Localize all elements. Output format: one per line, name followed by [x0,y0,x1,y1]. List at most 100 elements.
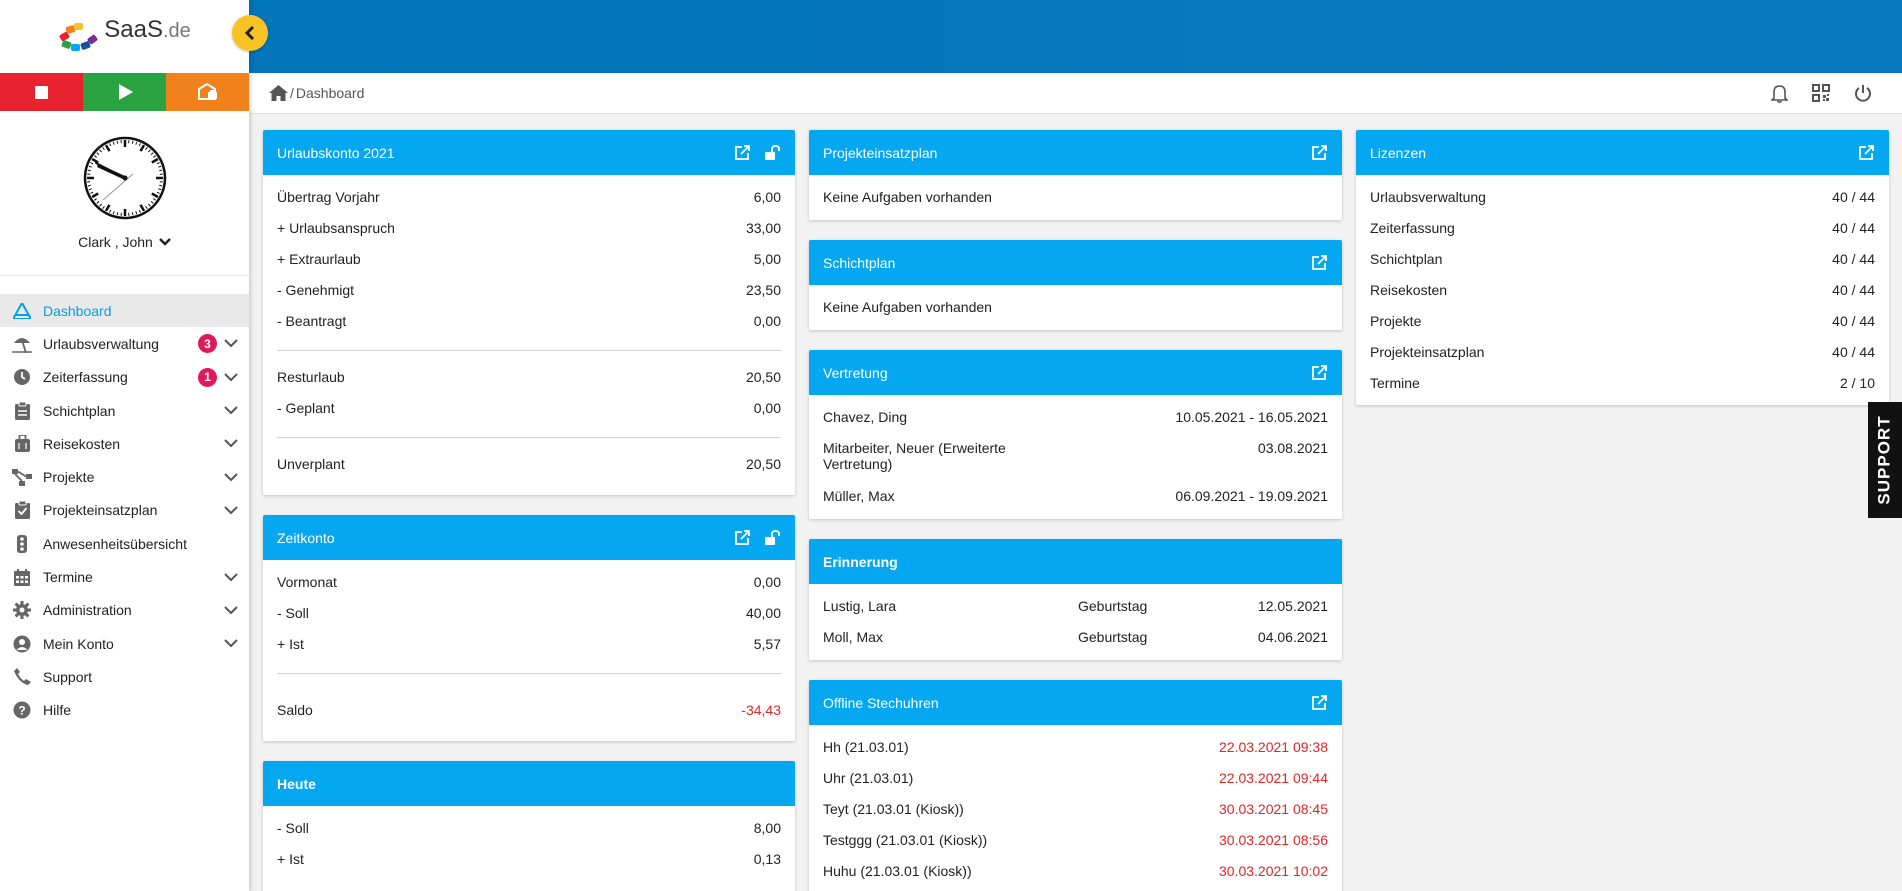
chevron-down-icon[interactable] [223,336,239,352]
card-header: Schichtplan [809,240,1342,285]
sidebar-item-label: Anwesenheitsübersicht [43,535,187,552]
balance-row: - Beantragt 0,00 [277,313,781,329]
chevron-down-icon[interactable] [223,403,239,419]
external-link-icon[interactable] [1310,144,1328,162]
card-header: Projekteinsatzplan [809,130,1342,175]
divider [277,437,781,438]
sidebar-item-label: Termine [43,569,93,586]
bell-icon [1770,84,1788,103]
logout-button[interactable] [1852,82,1874,104]
external-link-icon[interactable] [1857,144,1875,162]
chevron-down-icon[interactable] [223,502,239,518]
chevron-down-icon[interactable] [223,369,239,385]
card-body: - Soll 8,00 + Ist 0,13 [263,806,795,882]
list-item: Zeiterfassung 40 / 44 [1370,220,1875,236]
empty-state-text: Keine Aufgaben vorhanden [823,189,992,205]
card-body: Chavez, Ding 10.05.2021 - 16.05.2021 Mita… [809,395,1342,519]
external-link-icon[interactable] [1310,364,1328,382]
sidebar-item-administration[interactable]: Administration [0,594,249,627]
card-title: Offline Stechuhren [823,694,939,711]
breadcrumb-separator: / [290,85,294,101]
help-icon: ? [12,700,32,720]
divider [277,673,781,674]
balance-row: - Genehmigt 23,50 [277,282,781,298]
chevron-down-icon[interactable] [223,436,239,452]
notification-badge: 1 [198,367,217,387]
play-button[interactable] [83,73,166,111]
sidebar-item-schichtplan[interactable]: Schichtplan [0,394,249,427]
sidebar-item-label: Urlaubsverwaltung [43,335,159,352]
card-body: Vormonat 0,00 - Soll 40,00 + Ist 5,57 Saldo… [263,560,795,733]
clock-area: Clark , John [0,111,249,276]
support-tab[interactable]: SUPPORT [1868,402,1902,518]
traffic-light-icon [12,534,32,554]
chevron-left-icon [244,25,255,41]
unlock-icon[interactable] [763,144,781,162]
list-item: Projekteinsatzplan 40 / 44 [1370,344,1875,360]
erinnerung-card: Erinnerung Lustig, Lara Geburtstag 12.05.2… [809,539,1342,660]
card-title: Erinnerung [823,553,898,570]
sidebar-item-reisekosten[interactable]: Reisekosten [0,427,249,460]
sidebar-item-support[interactable]: Support [0,660,249,693]
sidebar-item-anwesenheitsuebersicht[interactable]: Anwesenheitsübersicht [0,527,249,560]
home-icon[interactable] [269,85,288,101]
list-item: Termine 2 / 10 [1370,375,1875,391]
notifications-button[interactable] [1768,82,1790,104]
collapse-sidebar-button[interactable] [232,15,268,51]
chevron-down-icon[interactable] [223,602,239,618]
logo[interactable]: SaaS.de [58,16,191,51]
sidebar-item-label: Support [43,668,93,685]
external-link-icon[interactable] [1310,694,1328,712]
chevron-down-icon[interactable] [223,636,239,652]
sidebar-item-label: Projekte [43,469,95,486]
chevron-down-icon[interactable] [223,569,239,585]
balance-total-row: Saldo -34,43 [277,702,781,718]
sidebar-item-label: Projekteinsatzplan [43,502,158,519]
breadcrumb-current: Dashboard [295,85,365,101]
balance-row: Resturlaub 20,50 [277,369,781,385]
list-item: Chavez, Ding 10.05.2021 - 16.05.2021 [823,409,1328,425]
clipboard-icon [12,401,32,421]
card-body: Lustig, Lara Geburtstag 12.05.2021 Moll, M… [809,584,1342,660]
sidebar-item-zeiterfassung[interactable]: Zeiterfassung 1 [0,361,249,394]
card-title: Lizenzen [1370,144,1427,161]
breadcrumb-bar: / Dashboard [249,73,1902,114]
offline-stechuhren-card: Offline Stechuhren Hh (21.03.01) 22.03.20… [809,680,1342,891]
external-link-icon[interactable] [1310,254,1328,272]
sidebar-item-projekte[interactable]: Projekte [0,460,249,493]
sidebar-item-urlaubsverwaltung[interactable]: Urlaubsverwaltung 3 [0,327,249,360]
chevron-down-icon[interactable] [223,469,239,485]
divider [277,350,781,351]
balance-row: Übertrag Vorjahr 6,00 [277,189,781,205]
sidebar-item-projekteinsatzplan[interactable]: Projekteinsatzplan [0,494,249,527]
external-link-icon[interactable] [733,144,751,162]
list-item: Urlaubsverwaltung 40 / 44 [1370,189,1875,205]
sidebar: SaaS.de Clark , John [0,0,249,891]
card-title: Zeitkonto [277,529,335,546]
sidebar-item-mein-konto[interactable]: Mein Konto [0,627,249,660]
stop-icon [35,85,48,99]
balance-row: + Ist 5,57 [277,636,781,652]
sidebar-nav: Dashboard Urlaubsverwaltung 3 Zeiterfass… [0,276,249,727]
qr-code-button[interactable] [1810,82,1832,104]
list-item: Projekte 40 / 44 [1370,313,1875,329]
unlock-icon[interactable] [763,529,781,547]
sidebar-item-hilfe[interactable]: ? Hilfe [0,694,249,727]
sidebar-item-termine[interactable]: Termine [0,560,249,593]
sidebar-item-dashboard[interactable]: Dashboard [0,294,249,328]
external-link-icon[interactable] [733,529,751,547]
sidebar-item-label: Zeiterfassung [43,369,128,386]
top-header-bar [249,0,1902,73]
heute-card: Heute - Soll 8,00 + Ist 0,13 [263,761,795,891]
stop-button[interactable] [0,73,83,111]
card-header: Vertretung [809,350,1342,395]
list-item: Lustig, Lara Geburtstag 12.05.2021 [823,598,1328,614]
logo-text: SaaS.de [104,15,191,43]
break-button[interactable] [166,73,249,111]
suitcase-icon [12,434,32,454]
user-menu[interactable]: Clark , John [78,234,171,250]
projekteinsatzplan-card: Projekteinsatzplan Keine Aufgaben vorhan… [809,130,1342,220]
card-body: Urlaubsverwaltung 40 / 44 Zeiterfassung 40… [1356,175,1889,405]
card-header: Lizenzen [1356,130,1889,175]
balance-row: - Soll 8,00 [277,820,781,836]
